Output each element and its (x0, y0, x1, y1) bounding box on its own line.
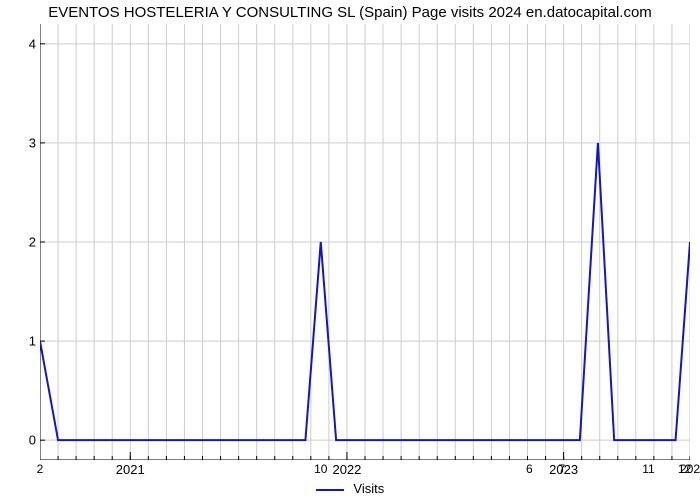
x-extra-label: 202 (680, 462, 700, 476)
chart-title: EVENTOS HOSTELERIA Y CONSULTING SL (Spai… (0, 4, 700, 21)
x-extra-label: 11 (642, 462, 654, 476)
y-tick-label: 2 (29, 235, 36, 250)
chart-legend: Visits (0, 481, 700, 496)
chart-container: EVENTOS HOSTELERIA Y CONSULTING SL (Spai… (0, 0, 700, 500)
y-tick-label: 1 (29, 334, 36, 349)
y-tick-label: 0 (29, 433, 36, 448)
x-major-label: 2022 (332, 462, 361, 477)
x-major-label: 2021 (116, 462, 145, 477)
x-extra-label: 2 (37, 462, 44, 476)
y-tick-label: 4 (29, 36, 36, 51)
y-tick-label: 3 (29, 135, 36, 150)
legend-swatch (316, 489, 344, 491)
x-extra-label: 7 (558, 462, 565, 476)
chart-plot (40, 24, 690, 460)
x-extra-label: 10 (314, 462, 327, 476)
legend-label: Visits (353, 481, 384, 496)
x-extra-label: 6 (526, 462, 533, 476)
